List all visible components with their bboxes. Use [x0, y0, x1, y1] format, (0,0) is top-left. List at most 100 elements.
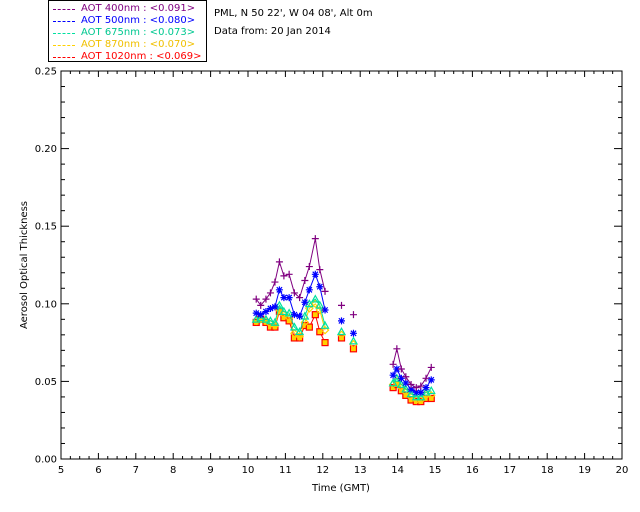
data-point: [284, 313, 294, 323]
data-point: [411, 392, 421, 401]
data-point: [422, 374, 430, 382]
data-point: [402, 379, 410, 387]
data-point: [349, 329, 357, 337]
data-point: [315, 300, 325, 309]
data-point: [321, 339, 329, 347]
data-point: [290, 328, 299, 338]
data-point: [310, 294, 320, 303]
data-point: [338, 301, 345, 309]
legend-swatch-870nm: [53, 45, 75, 46]
data-point: [290, 311, 298, 319]
data-point: [284, 308, 294, 317]
x-tick-label: 20: [616, 465, 629, 476]
data-point: [389, 360, 397, 368]
x-tick-label: 13: [354, 465, 367, 476]
data-point: [295, 332, 304, 341]
data-point: [311, 270, 319, 278]
x-tick-label: 11: [279, 465, 292, 476]
data-point: [321, 287, 329, 295]
y-tick-label: 0.05: [35, 377, 57, 388]
legend: AOT 400nm : <0.091> AOT 500nm : <0.080> …: [48, 0, 207, 62]
y-axis-label: Aerosol Optical Thickness: [19, 201, 30, 329]
legend-swatch-500nm: [53, 21, 75, 22]
legend-swatch-675nm: [53, 33, 75, 34]
series-line-2-1: [392, 377, 432, 398]
data-point: [336, 327, 347, 336]
plot-frame: [60, 70, 623, 460]
data-point: [252, 295, 260, 303]
data-point: [426, 385, 436, 395]
data-point: [257, 311, 265, 319]
data-point: [252, 309, 260, 317]
data-point: [396, 379, 406, 388]
data-point: [407, 381, 415, 389]
x-tick-label: 6: [95, 465, 101, 476]
data-point: [301, 298, 309, 306]
x-tick-label: 7: [133, 465, 139, 476]
data-point: [337, 330, 346, 340]
data-point: [279, 306, 289, 315]
data-point: [257, 301, 265, 309]
data-point: [305, 263, 313, 271]
x-tick-label: 5: [58, 465, 64, 476]
data-point: [427, 363, 435, 371]
legend-label-675nm: AOT 675nm : <0.073>: [81, 27, 196, 38]
data-point: [275, 286, 283, 294]
data-point: [265, 316, 275, 325]
data-point: [349, 345, 358, 353]
y-tick-label: 0.10: [35, 299, 57, 310]
series-1: [252, 270, 435, 396]
data-point: [285, 294, 293, 302]
data-point: [280, 272, 288, 280]
data-point: [261, 314, 271, 323]
y-axis: 0.00 0.05 0.10 0.15 0.20 0.25: [35, 67, 622, 466]
x-axis: 5 6 7 8 9 10 11 12 13 14 15 16 17 18 19 20: [58, 71, 629, 476]
data-point: [416, 392, 426, 401]
data-point: [412, 384, 420, 392]
data-point: [271, 278, 279, 286]
data-point: [402, 373, 410, 381]
x-axis-label: Time (GMT): [311, 483, 370, 494]
data-point: [407, 385, 415, 393]
data-point: [270, 321, 280, 330]
x-tick-label: 16: [466, 465, 479, 476]
data-point: [289, 322, 299, 331]
data-point: [393, 345, 401, 353]
data-point: [397, 374, 405, 382]
date-info: Data from: 20 Jan 2014: [214, 26, 331, 37]
y-tick-label: 0.00: [35, 455, 57, 466]
x-tick-label: 19: [578, 465, 591, 476]
data-point: [427, 376, 435, 384]
data-point: [393, 365, 401, 373]
location-info: PML, N 50 22', W 04 08', Alt 0m: [214, 8, 373, 19]
data-point: [271, 303, 279, 311]
data-point: [305, 286, 313, 294]
data-point: [295, 327, 305, 336]
data-point: [397, 365, 405, 373]
x-tick-label: 14: [391, 465, 404, 476]
data-point: [301, 277, 309, 285]
data-point: [266, 304, 274, 312]
data-point: [412, 388, 420, 396]
series-layer: [251, 235, 436, 406]
x-tick-label: 9: [207, 465, 213, 476]
legend-label-870nm: AOT 870nm : <0.070>: [81, 39, 196, 50]
x-tick-label: 17: [503, 465, 516, 476]
data-point: [285, 270, 293, 278]
data-point: [349, 339, 358, 349]
data-point: [262, 295, 270, 303]
data-point: [321, 306, 329, 314]
data-point: [304, 299, 314, 308]
data-point: [275, 258, 283, 266]
data-point: [406, 389, 416, 398]
x-tick-label: 15: [429, 465, 442, 476]
x-tick-label: 8: [170, 465, 176, 476]
data-point: [349, 311, 357, 319]
y-tick-label: 0.15: [35, 222, 57, 233]
y-tick-label: 0.25: [35, 67, 57, 78]
data-point: [422, 384, 430, 392]
data-point: [311, 311, 319, 319]
legend-label-400nm: AOT 400nm : <0.091>: [81, 3, 196, 14]
legend-label-1020nm: AOT 1020nm : <0.069>: [81, 51, 202, 62]
